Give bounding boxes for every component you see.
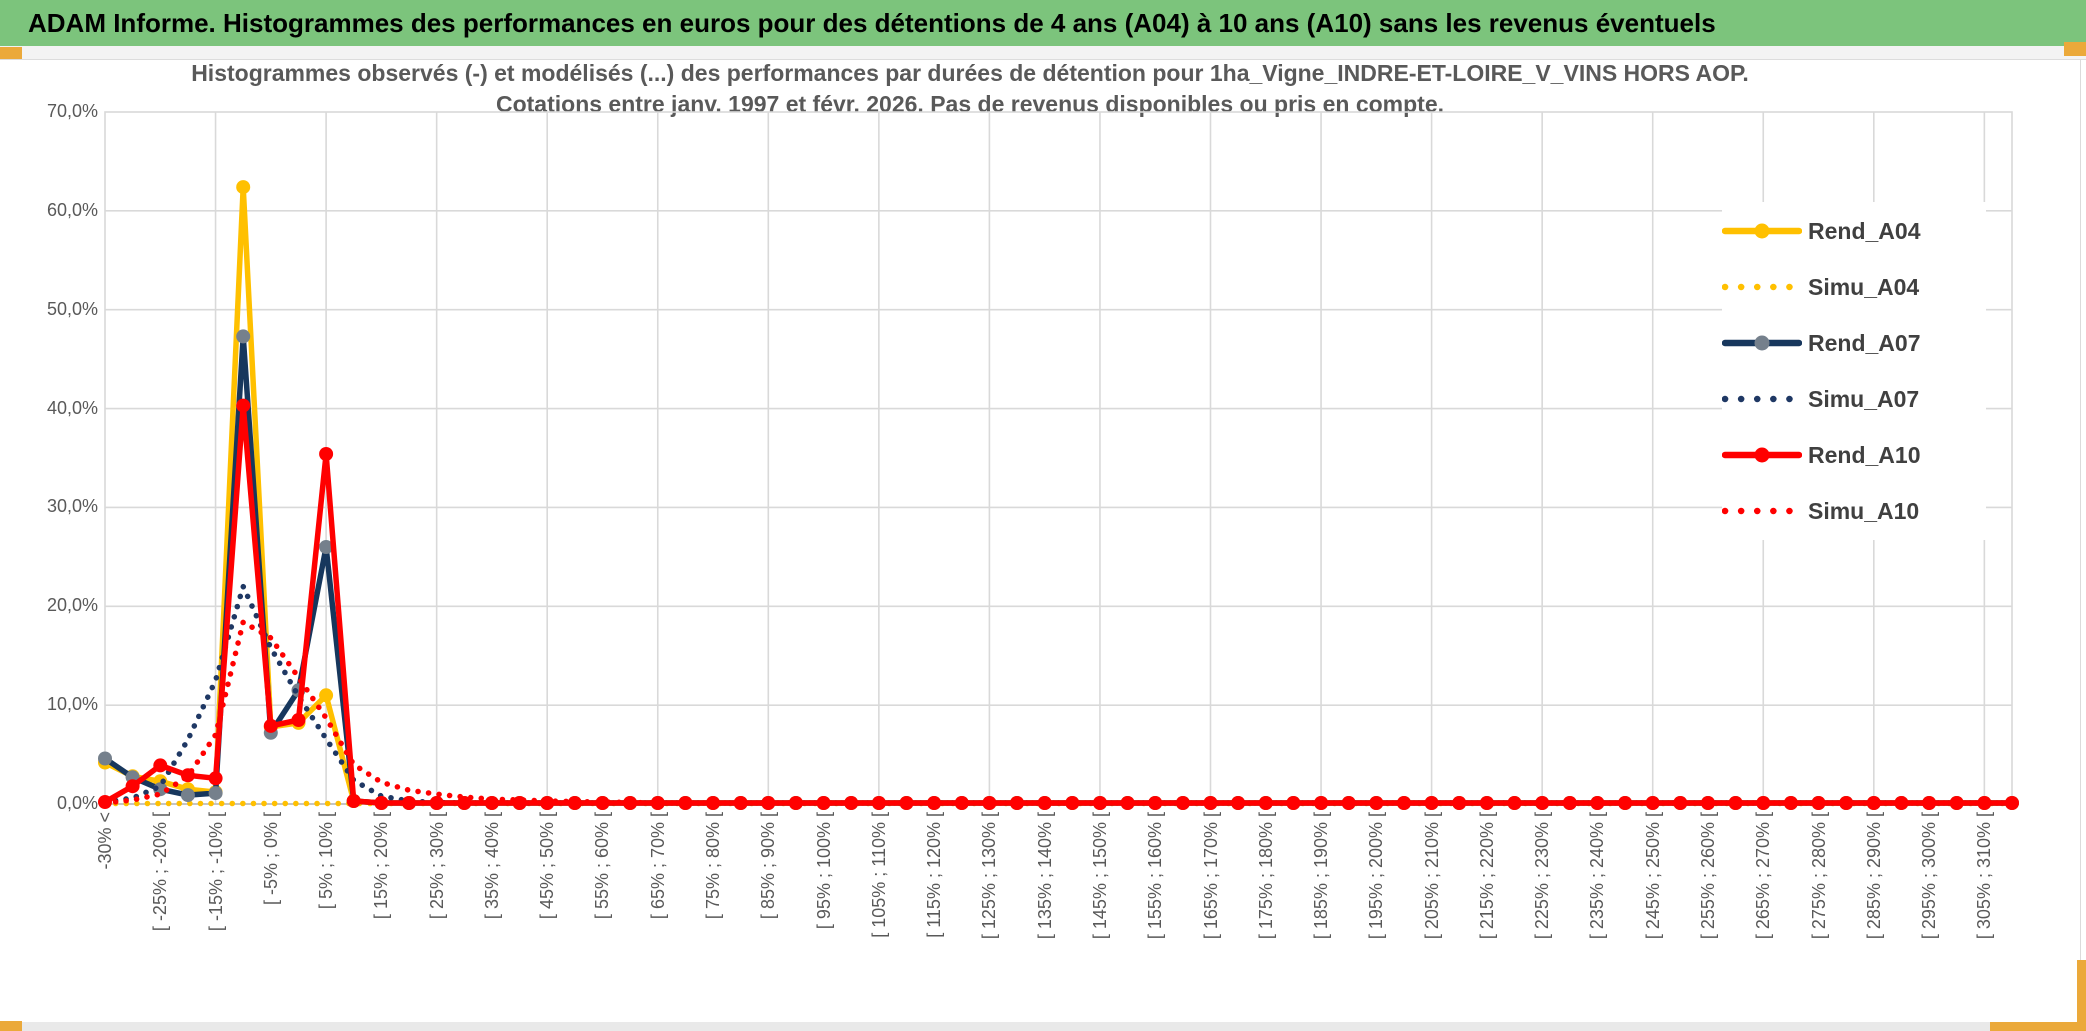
marker-Rend_A04 [319,688,334,703]
chart-title-line1: Histogrammes observés (-) et modélisés (… [191,60,1749,86]
series-line-Simu_A10 [102,619,2015,806]
legend-item-Simu_A07[interactable]: Simu_A07 [1722,382,1986,416]
series-line-Simu_A07 [102,583,2015,806]
marker-Rend_A10 [1866,796,1881,810]
gold-edge-bottom-right [1990,1022,2086,1031]
legend-label: Rend_A04 [1808,217,1921,244]
marker-Rend_A10 [816,796,831,810]
marker-Rend_A10 [1783,796,1798,810]
marker-Rend_A07 [180,788,195,803]
y-tick-label: 10,0% [46,694,98,715]
marker-Rend_A10 [457,796,472,810]
marker-Rend_A10 [1010,796,1024,810]
marker-Rend_A10 [125,779,140,794]
chart-frame-bottom [0,1022,2086,1031]
header-title: ADAM Informe. Histogrammes des performan… [28,8,1716,38]
marker-Rend_A10 [1148,796,1163,810]
marker-Rend_A07 [208,786,223,801]
legend-label: Simu_A07 [1808,385,1920,412]
gold-edge-right [2077,960,2086,1031]
series-line-Rend_A10 [102,402,2015,806]
legend-swatch-solid-icon [1722,335,1802,351]
y-tick-label: 70,0% [46,101,98,121]
marker-Rend_A07 [98,751,112,766]
marker-Rend_A10 [1231,796,1246,810]
legend-label: Rend_A10 [1808,441,1921,468]
chart-frame-right [2080,59,2081,962]
marker-Rend_A10 [484,796,499,810]
marker-Rend_A10 [954,796,969,810]
marker-Rend_A10 [1507,796,1522,810]
marker-Rend_A10 [927,796,942,810]
legend-swatch-solid-icon [1722,447,1802,463]
y-tick-label: 0,0% [56,793,98,813]
marker-Rend_A10 [733,796,748,810]
marker-Rend_A10 [650,796,665,810]
legend-swatch-dotted-icon [1722,507,1802,515]
marker-Rend_A10 [540,796,555,810]
marker-Rend_A10 [263,718,278,733]
marker-Rend_A10 [1590,796,1605,810]
legend-swatch-dotted-icon [1722,395,1802,403]
marker-Rend_A04 [236,180,251,195]
legend-swatch-dotted-icon [1722,283,1802,291]
y-tick-label: 20,0% [46,595,98,616]
legend: Rend_A04 Simu_A04 Rend_A07 Simu_A07 Rend_A10… [1722,202,1986,540]
marker-Rend_A10 [153,758,168,773]
marker-Rend_A10 [1369,796,1384,810]
marker-Rend_A10 [1922,796,1937,810]
marker-Rend_A10 [678,796,693,810]
marker-Rend_A07 [319,540,334,554]
marker-Rend_A10 [374,796,389,810]
legend-item-Simu_A10[interactable]: Simu_A10 [1722,494,1986,528]
marker-Rend_A10 [871,796,886,810]
legend-label: Rend_A07 [1808,329,1921,356]
marker-Rend_A10 [2005,796,2019,810]
marker-Rend_A10 [429,796,444,810]
legend-label: Simu_A10 [1808,497,1920,524]
legend-item-Simu_A04[interactable]: Simu_A04 [1722,270,1986,304]
marker-Rend_A10 [1093,796,1107,810]
marker-Rend_A10 [1452,796,1467,810]
marker-Rend_A10 [236,398,251,413]
legend-item-Rend_A07[interactable]: Rend_A07 [1722,326,1986,360]
marker-Rend_A10 [319,447,334,461]
gold-corner-bottom-left [0,1021,22,1031]
marker-Rend_A10 [1286,796,1301,810]
marker-Rend_A10 [208,771,223,786]
legend-swatch-solid-icon [1722,223,1802,239]
marker-Rend_A07 [236,329,251,344]
legend-item-Rend_A04[interactable]: Rend_A04 [1722,214,1986,248]
marker-Rend_A10 [402,796,416,810]
legend-item-Rend_A10[interactable]: Rend_A10 [1722,438,1986,472]
y-tick-label: 40,0% [46,397,98,418]
marker-Rend_A10 [788,796,803,810]
marker-Rend_A10 [1562,796,1577,810]
subheader-strip [0,46,2086,60]
marker-Rend_A10 [291,713,306,727]
y-tick-label: 60,0% [46,199,98,220]
y-tick-label: 50,0% [46,298,98,319]
gold-corner-top-right [2064,42,2086,56]
legend-label: Simu_A04 [1808,273,1920,300]
marker-Rend_A10 [1424,796,1439,810]
marker-Rend_A10 [1728,796,1743,810]
marker-Rend_A10 [1645,796,1660,810]
header-bar: ADAM Informe. Histogrammes des performan… [0,0,2086,46]
gold-corner-top-left [0,47,22,59]
y-tick-label: 30,0% [46,496,98,517]
marker-Rend_A10 [346,794,361,808]
